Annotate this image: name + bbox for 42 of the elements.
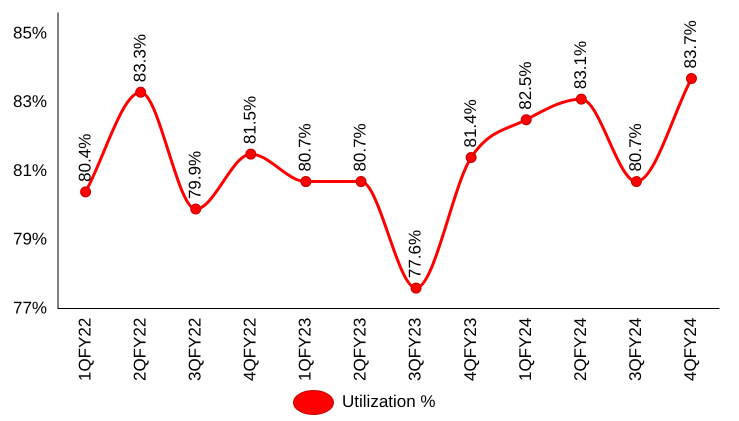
x-tick-label: 1QFY23: [296, 318, 315, 381]
y-tick-label: 81%: [12, 160, 48, 180]
x-tick-label: 1QFY22: [75, 318, 94, 381]
legend-label: Utilization %: [342, 392, 436, 412]
data-label: 81.5%: [240, 96, 260, 144]
point: [466, 152, 477, 164]
data-label: 77.6%: [406, 230, 425, 278]
x-tick-label: 4QFY22: [240, 318, 260, 381]
x-tick-label: 2QFY24: [570, 318, 590, 381]
x-tick-label: 2QFY23: [350, 318, 370, 381]
y-tick-label: 77%: [12, 298, 48, 318]
point: [245, 148, 256, 160]
data-label: 80.7%: [350, 123, 370, 172]
data-label: 80.7%: [626, 123, 646, 172]
data-label: 83.3%: [130, 34, 150, 82]
x-tick-label: 3QFY23: [406, 318, 425, 381]
point: [355, 176, 366, 188]
y-tick-label: 83%: [12, 92, 48, 112]
x-tick-label: 4QFY24: [681, 318, 700, 381]
data-label: 82.5%: [516, 62, 535, 110]
point: [135, 86, 146, 98]
point: [630, 176, 642, 188]
data-label: 79.9%: [185, 150, 204, 200]
x-tick-label: 1QFY24: [516, 318, 535, 381]
point: [190, 204, 202, 215]
x-tick-label: 3QFY24: [626, 318, 646, 381]
point: [576, 94, 587, 105]
data-label: 83.7%: [681, 20, 700, 68]
point: [520, 114, 532, 126]
point: [410, 282, 422, 294]
point: [300, 176, 312, 188]
data-label: 80.7%: [296, 123, 315, 172]
x-tick-label: 3QFY22: [185, 318, 204, 381]
point: [686, 72, 697, 84]
point: [80, 186, 92, 198]
y-tick-label: 85%: [12, 24, 48, 43]
data-label: 83.1%: [570, 40, 590, 90]
x-tick-label: 2QFY22: [130, 318, 150, 381]
data-label: 80.4%: [75, 134, 94, 182]
x-tick-label: 4QFY23: [460, 318, 480, 381]
data-label: 81.4%: [460, 99, 480, 148]
y-tick-label: 79%: [12, 230, 48, 249]
